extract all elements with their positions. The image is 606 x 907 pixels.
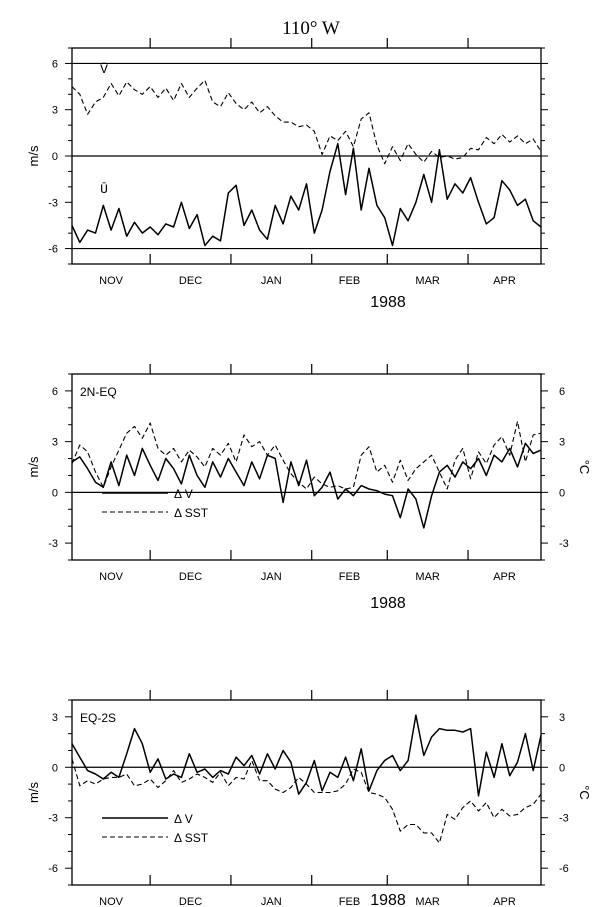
y-tick-label: 0	[52, 487, 58, 499]
month-label: DEC	[179, 896, 202, 907]
y-tick-label: 3	[52, 712, 58, 724]
series-line-dashed	[71, 758, 542, 844]
y2-axis-label: °C	[577, 460, 592, 475]
month-label: FEB	[339, 275, 360, 287]
month-label: JAN	[261, 896, 282, 907]
y2-tick-label: -3	[559, 813, 569, 825]
y-tick-label: -6	[48, 244, 58, 256]
month-label: APR	[493, 275, 516, 287]
month-label: FEB	[339, 896, 360, 907]
y2-tick-label: 0	[559, 487, 565, 499]
annotation-vbar: V̄	[100, 62, 108, 77]
series-line-solid	[71, 442, 542, 529]
y2-tick-label: 0	[559, 762, 565, 774]
y-tick-label: 0	[52, 151, 58, 163]
y-tick-label: 3	[52, 437, 58, 449]
legend-label: Δ SST	[174, 506, 209, 520]
y2-tick-label: 6	[559, 386, 565, 398]
month-label: DEC	[179, 571, 202, 583]
y2-axis-label: °C	[577, 785, 592, 800]
x-axis-label: 1988	[370, 892, 406, 907]
month-label: APR	[493, 571, 516, 583]
legend-label: Δ V	[174, 812, 193, 826]
y-axis-label: m/s	[26, 456, 41, 477]
month-label: JAN	[261, 275, 282, 287]
y-tick-label: -3	[48, 538, 58, 550]
y2-tick-label: 3	[559, 437, 565, 449]
y2-tick-label: -6	[559, 863, 569, 875]
legend-label: Δ V	[174, 487, 193, 501]
legend-label: Δ SST	[174, 831, 209, 845]
month-label: DEC	[179, 275, 202, 287]
y-axis-label: m/s	[26, 782, 41, 803]
x-axis-label: 1988	[370, 294, 406, 311]
figure-title: 110° W	[282, 18, 340, 39]
y-tick-label: 6	[52, 386, 58, 398]
month-label: JAN	[261, 571, 282, 583]
month-label: MAR	[415, 896, 440, 907]
y-tick-label: -3	[48, 813, 58, 825]
month-label: NOV	[99, 896, 124, 907]
series-line-dashed	[71, 420, 542, 490]
panel-label: EQ-2S	[80, 711, 116, 725]
y-tick-label: 3	[52, 105, 58, 117]
y-tick-label: -3	[48, 197, 58, 209]
series-line-solid	[71, 142, 542, 247]
y-tick-label: -6	[48, 863, 58, 875]
plot-frame	[71, 699, 542, 886]
y-tick-label: 0	[52, 762, 58, 774]
x-axis-label: 1988	[370, 595, 406, 612]
month-label: MAR	[415, 275, 440, 287]
y-tick-label: 6	[52, 58, 58, 70]
y2-tick-label: -3	[559, 538, 569, 550]
series-line-solid	[71, 714, 542, 797]
plot-frame	[71, 373, 542, 561]
month-label: NOV	[99, 275, 124, 287]
month-label: FEB	[339, 571, 360, 583]
series-line-dashed	[71, 79, 542, 165]
panel-label: 2N-EQ	[80, 385, 117, 399]
month-label: NOV	[99, 571, 124, 583]
month-label: MAR	[415, 571, 440, 583]
annotation-ubar: Ū	[100, 182, 108, 197]
month-label: APR	[493, 896, 516, 907]
y2-tick-label: 3	[559, 712, 565, 724]
y-axis-label: m/s	[26, 145, 41, 166]
